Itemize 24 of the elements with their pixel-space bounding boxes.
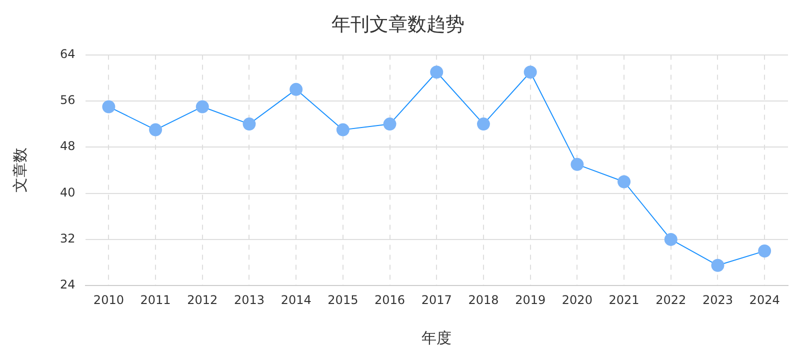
x-tick-label: 2011 <box>140 292 171 307</box>
x-tick-label: 2015 <box>328 292 358 307</box>
x-tick-label: 2019 <box>515 292 546 307</box>
x-tick-label: 2010 <box>93 292 124 307</box>
y-tick-label: 40 <box>60 185 76 200</box>
x-tick-label: 2016 <box>374 292 406 307</box>
x-tick-label: 2012 <box>187 292 218 307</box>
y-tick-label: 24 <box>60 278 76 292</box>
x-tick-label: 2021 <box>608 292 640 307</box>
chart-title: 年刊文章数趋势 <box>332 13 464 36</box>
x-tick-label: 2018 <box>468 292 499 307</box>
x-tick-label: 2020 <box>562 292 592 307</box>
x-tick-label: 2022 <box>656 292 686 307</box>
x-tick-label: 2014 <box>280 292 312 307</box>
y-tick-label: 56 <box>60 93 76 108</box>
y-tick-label: 48 <box>60 139 76 154</box>
x-axis-title: 年度 <box>422 328 452 347</box>
y-tick-label: 32 <box>60 232 76 246</box>
y-tick-label: 64 <box>60 46 76 61</box>
y-axis-title: 文章数 <box>10 148 29 193</box>
x-tick-label: 2024 <box>749 292 780 307</box>
x-tick-label: 2023 <box>702 292 733 307</box>
x-tick-label: 2013 <box>234 292 265 307</box>
x-tick-label: 2017 <box>421 292 452 307</box>
